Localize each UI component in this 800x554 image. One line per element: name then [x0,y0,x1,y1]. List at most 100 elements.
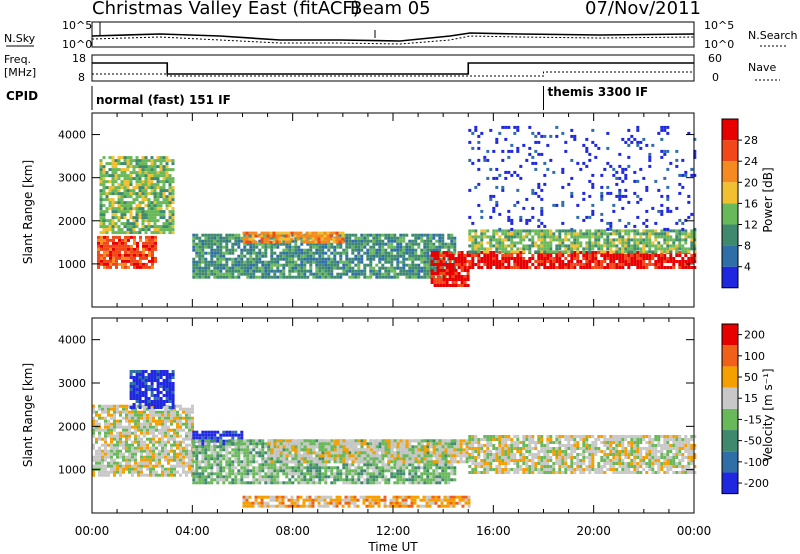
heatmap-cell [666,209,670,213]
heatmap-cell [681,221,685,225]
heatmap-cell [131,413,134,417]
heatmap-cell [435,248,439,252]
heatmap-cell [448,272,452,275]
heatmap-cell [255,466,259,470]
heatmap-cell [457,275,461,278]
heatmap-cell [537,260,541,263]
heatmap-cell [387,242,391,246]
heatmap-cell [222,254,226,258]
heatmap-cell [315,257,319,261]
heatmap-cell [137,467,140,471]
heatmap-cell [261,275,265,279]
heatmap-cell [567,232,571,236]
heatmap-cell [451,275,455,278]
heatmap-cell [660,203,664,207]
heatmap-cell [561,254,565,257]
heatmap-cell [125,449,128,453]
heatmap-cell [153,165,157,169]
heatmap-cell [117,216,121,220]
heatmap-cell [107,443,110,447]
heatmap-cell [104,410,107,414]
heatmap-cell [615,244,619,248]
heatmap-cell [564,149,568,153]
heatmap-cell [522,266,526,269]
heatmap-cell [106,241,109,245]
heatmap-cell [513,229,517,233]
heatmap-cell [107,431,110,435]
heatmap-cell [570,257,574,260]
heatmap-cell [276,472,280,476]
heatmap-cell [369,472,373,476]
heatmap-cell [117,186,121,190]
heatmap-cell [210,248,214,252]
heatmap-cell [161,428,164,432]
heatmap-cell [666,206,670,210]
heatmap-cell [615,170,619,174]
heatmap-cell [242,231,246,235]
heatmap-cell [134,437,137,441]
heatmap-cell [144,391,148,394]
heatmap-cell [372,478,376,482]
heatmap-cell [198,439,202,443]
heatmap-cell [636,251,640,254]
colorbar-swatch [722,266,738,288]
heatmap-cell [153,225,157,229]
heatmap-cell [117,207,121,211]
heatmap-cell [519,176,523,180]
heatmap-cell [297,463,301,467]
heatmap-cell [151,265,154,269]
heatmap-cell [651,232,655,236]
heatmap-cell [111,231,115,235]
heatmap-cell [146,437,149,441]
heatmap-cell [126,219,130,223]
heatmap-cell [384,481,388,485]
heatmap-cell [234,260,238,264]
heatmap-cell [291,481,295,485]
heatmap-cell [125,413,128,417]
heatmap-cell [678,182,682,186]
heatmap-cell [276,269,280,273]
heatmap-cell [170,443,173,447]
heatmap-cell [103,253,106,257]
heatmap-cell [147,210,151,214]
heatmap-cell [414,275,418,279]
heatmap-cell [252,272,256,276]
heatmap-cell [228,248,232,252]
heatmap-cell [127,247,130,251]
heatmap-cell [126,177,130,181]
heatmap-cell [252,257,256,261]
heatmap-cell [162,394,166,397]
heatmap-cell [573,238,577,242]
heatmap-cell [252,454,256,458]
heatmap-cell [152,428,155,432]
heatmap-cell [108,219,112,223]
heatmap-cell [330,442,334,446]
heatmap-cell [111,219,115,223]
heatmap-cell [151,244,154,248]
heatmap-cell [534,161,538,165]
heatmap-cell [531,257,535,260]
nave-label: Nave [748,61,776,74]
heatmap-cell [432,233,436,237]
heatmap-cell [294,260,298,264]
heatmap-cell [483,260,487,263]
heatmap-cell [314,234,318,238]
heatmap-cell [125,404,128,408]
heatmap-cell [606,221,610,225]
heatmap-cell [318,257,322,261]
heatmap-cell [442,272,446,275]
heatmap-cell [128,422,131,426]
heatmap-cell [654,238,658,242]
heatmap-cell [381,245,385,249]
heatmap-cell [474,185,478,189]
heatmap-cell [99,213,103,217]
heatmap-cell [148,235,151,239]
heatmap-cell [498,212,502,216]
heatmap-cell [287,237,291,241]
heatmap-cell [336,266,340,270]
heatmap-cell [675,149,679,153]
heatmap-cell [155,440,158,444]
heatmap-cell [261,457,265,461]
heatmap-cell [609,244,613,248]
heatmap-cell [435,233,439,237]
